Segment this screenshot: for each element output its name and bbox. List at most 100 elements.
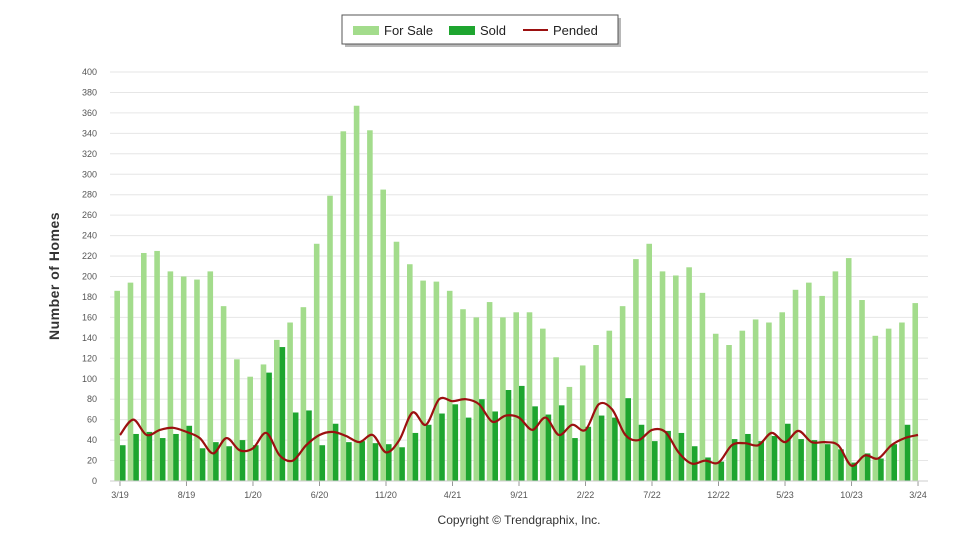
for-sale-bar bbox=[726, 345, 732, 481]
sold-bar bbox=[213, 442, 219, 481]
for-sale-bar bbox=[300, 307, 307, 481]
legend-label-sold: Sold bbox=[480, 23, 506, 38]
for-sale-bar bbox=[779, 312, 786, 481]
for-sale-bar bbox=[845, 258, 852, 481]
sold-bar bbox=[838, 449, 844, 481]
for-sale-bar bbox=[154, 250, 160, 481]
for-sale-bar bbox=[287, 322, 293, 481]
sold-bar bbox=[252, 445, 259, 481]
for-sale-bar bbox=[513, 312, 519, 481]
sold-bar bbox=[758, 441, 765, 481]
legend-label-for-sale: For Sale bbox=[384, 23, 433, 38]
sold-bar bbox=[505, 389, 512, 481]
sold-bar bbox=[864, 453, 871, 481]
sold-bar bbox=[638, 424, 645, 481]
legend-swatch-sold bbox=[449, 26, 475, 35]
sold-bar bbox=[718, 461, 725, 481]
sold-bar bbox=[545, 414, 552, 481]
copyright-text: Copyright © Trendgraphix, Inc. bbox=[438, 513, 601, 527]
for-sale-bar bbox=[806, 282, 812, 481]
sold-bar bbox=[359, 441, 365, 481]
sold-bar bbox=[652, 441, 658, 481]
y-tick-label: 320 bbox=[82, 149, 97, 159]
for-sale-bar bbox=[340, 131, 347, 481]
x-tick-label: 5/23 bbox=[776, 490, 794, 500]
sold-bar bbox=[332, 423, 339, 481]
for-sale-bar bbox=[526, 312, 533, 481]
sold-bar bbox=[492, 411, 498, 481]
x-tick-label: 9/21 bbox=[510, 490, 528, 500]
sold-bar bbox=[173, 433, 179, 481]
sold-bar bbox=[266, 372, 272, 481]
for-sale-bar bbox=[792, 289, 799, 481]
for-sale-bar bbox=[353, 105, 360, 482]
y-tick-label: 0 bbox=[92, 476, 97, 486]
for-sale-bar bbox=[327, 195, 333, 481]
x-tick-label: 6/20 bbox=[311, 490, 329, 500]
x-tick-label: 10/23 bbox=[840, 490, 863, 500]
x-tick-label: 2/22 bbox=[577, 490, 595, 500]
for-sale-bar bbox=[859, 300, 865, 481]
for-sale-bar bbox=[500, 317, 506, 481]
y-tick-label: 400 bbox=[82, 67, 97, 77]
sold-bar bbox=[771, 436, 778, 481]
sold-bar bbox=[532, 406, 538, 481]
sold-bar bbox=[239, 440, 246, 481]
y-tick-label: 120 bbox=[82, 353, 97, 363]
for-sale-bar bbox=[446, 290, 453, 481]
for-sale-bar bbox=[380, 189, 386, 481]
sold-bar bbox=[878, 458, 884, 481]
y-tick-label: 40 bbox=[87, 435, 97, 445]
for-sale-bar bbox=[673, 275, 679, 481]
sold-bar bbox=[279, 347, 286, 481]
sold-bar bbox=[372, 443, 379, 481]
grid bbox=[110, 71, 928, 462]
y-tick-label: 280 bbox=[82, 190, 97, 200]
for-sale-bar bbox=[699, 292, 706, 481]
sold-bar bbox=[705, 457, 711, 481]
sold-bar bbox=[412, 432, 419, 481]
for-sale-bar bbox=[260, 364, 267, 481]
for-sale-bar bbox=[752, 319, 759, 481]
sold-bar bbox=[399, 447, 405, 481]
sold-bar bbox=[159, 438, 166, 481]
pended-line bbox=[119, 396, 919, 467]
sold-bar bbox=[811, 440, 818, 481]
pended-line-layer bbox=[119, 396, 919, 467]
y-tick-label: 300 bbox=[82, 169, 97, 179]
sold-bar bbox=[439, 413, 445, 481]
x-tick-label: 3/19 bbox=[111, 490, 129, 500]
for-sale-bar bbox=[420, 280, 426, 481]
for-sale-bar bbox=[433, 281, 440, 481]
for-sale-bar bbox=[393, 241, 400, 481]
legend-label-pended: Pended bbox=[553, 23, 598, 38]
for-sale-bar bbox=[646, 243, 653, 481]
for-sale-bar bbox=[885, 328, 892, 481]
sold-bar bbox=[891, 444, 898, 481]
sold-bar bbox=[558, 405, 565, 481]
sold-bar bbox=[665, 430, 671, 481]
y-tick-label: 80 bbox=[87, 394, 97, 404]
for-sale-bar bbox=[579, 365, 586, 481]
x-axis-ticks: 3/19 8/19 1/20 6/20 11/20 4/21 9/21 2/22 7/22 12/… bbox=[111, 481, 927, 500]
for-sale-bar bbox=[659, 271, 666, 481]
for-sale-bar bbox=[486, 302, 493, 481]
y-tick-label: 20 bbox=[87, 456, 97, 466]
for-sale-bar bbox=[220, 306, 227, 481]
sold-bar bbox=[319, 445, 326, 481]
sold-bar bbox=[306, 410, 312, 481]
y-tick-label: 220 bbox=[82, 251, 97, 261]
for-sale-bar bbox=[473, 317, 480, 481]
y-tick-label: 240 bbox=[82, 231, 97, 241]
for-sale-bar bbox=[234, 359, 240, 481]
sold-bar bbox=[119, 445, 126, 481]
sold-bar bbox=[731, 439, 738, 481]
y-tick-label: 160 bbox=[82, 312, 97, 322]
for-sale-bar bbox=[407, 264, 413, 481]
sold-bar bbox=[572, 438, 578, 481]
for-sale-bar bbox=[273, 339, 280, 481]
for-sale-bar bbox=[766, 322, 772, 481]
for-sale-bar bbox=[207, 271, 214, 481]
for-sale-bar bbox=[899, 322, 905, 481]
